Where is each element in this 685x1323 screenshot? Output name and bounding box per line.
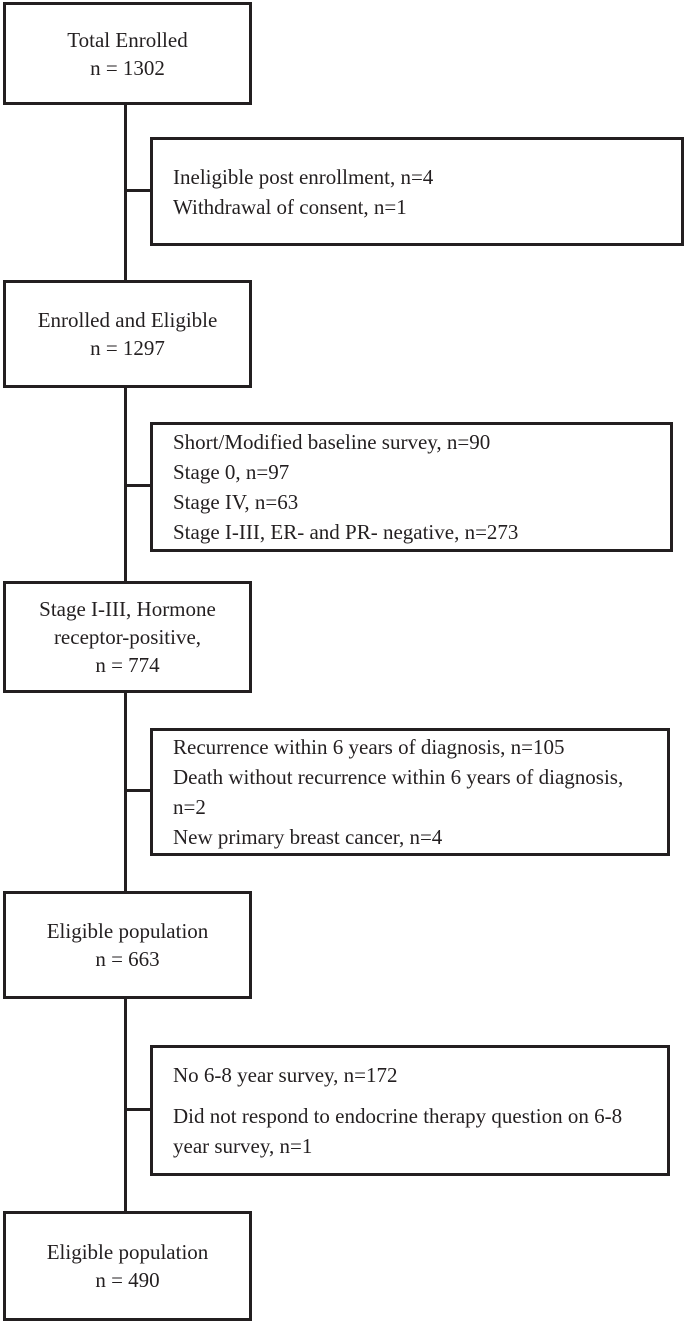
node-total-enrolled: Total Enrolled n = 1302 — [3, 2, 252, 105]
node-label: Enrolled and Eligible — [37, 308, 218, 332]
connector-vertical-4 — [124, 999, 127, 1211]
node-count: n = 1297 — [90, 336, 165, 360]
node-count: n = 1302 — [90, 55, 165, 80]
node-count: n = 774 — [95, 653, 160, 677]
exclusion-item: Ineligible post enrollment, n=4 — [173, 164, 434, 189]
connector-branch-2 — [124, 484, 153, 487]
connector-branch-3 — [124, 789, 153, 792]
exclusion-item: Withdrawal of consent, n=1 — [173, 194, 407, 219]
node-label: Stage I-III, Hormone receptor-positive, — [39, 597, 216, 649]
exclusion-box-baseline: Short/Modified baseline survey, n=90 Sta… — [150, 422, 673, 552]
exclusion-box-survey: No 6-8 year survey, n=172 Did not respon… — [150, 1045, 670, 1176]
exclusion-box-post-enrollment: Ineligible post enrollment, n=4 Withdraw… — [150, 137, 684, 246]
node-eligible-population-663: Eligible population n = 663 — [3, 891, 252, 999]
exclusion-box-recurrence: Recurrence within 6 years of diagnosis, … — [150, 728, 670, 856]
exclusion-item: No 6-8 year survey, n=172 — [173, 1063, 398, 1087]
node-count: n = 490 — [95, 1268, 160, 1292]
connector-vertical-1 — [124, 105, 127, 280]
connector-branch-1 — [124, 189, 153, 192]
node-count: n = 663 — [95, 947, 160, 971]
exclusion-item: Death without recurrence within 6 years … — [173, 765, 624, 819]
exclusion-item: Stage I-III, ER- and PR- negative, n=273 — [173, 520, 519, 544]
node-eligible-population-490: Eligible population n = 490 — [3, 1211, 252, 1321]
node-label: Total Enrolled — [67, 27, 188, 52]
exclusion-item: Recurrence within 6 years of diagnosis, … — [173, 735, 565, 759]
exclusion-item: Stage IV, n=63 — [173, 490, 299, 514]
node-label: Eligible population — [46, 919, 209, 943]
exclusion-item: Did not respond to endocrine therapy que… — [173, 1104, 623, 1158]
connector-vertical-3 — [124, 693, 127, 891]
node-label: Eligible population — [46, 1240, 209, 1264]
node-stage-hormone-positive: Stage I-III, Hormone receptor-positive, … — [3, 581, 252, 693]
connector-branch-4 — [124, 1108, 153, 1111]
node-enrolled-eligible: Enrolled and Eligible n = 1297 — [3, 280, 252, 388]
exclusion-item: Short/Modified baseline survey, n=90 — [173, 430, 491, 454]
exclusion-item: Stage 0, n=97 — [173, 460, 290, 484]
exclusion-item: New primary breast cancer, n=4 — [173, 825, 443, 849]
